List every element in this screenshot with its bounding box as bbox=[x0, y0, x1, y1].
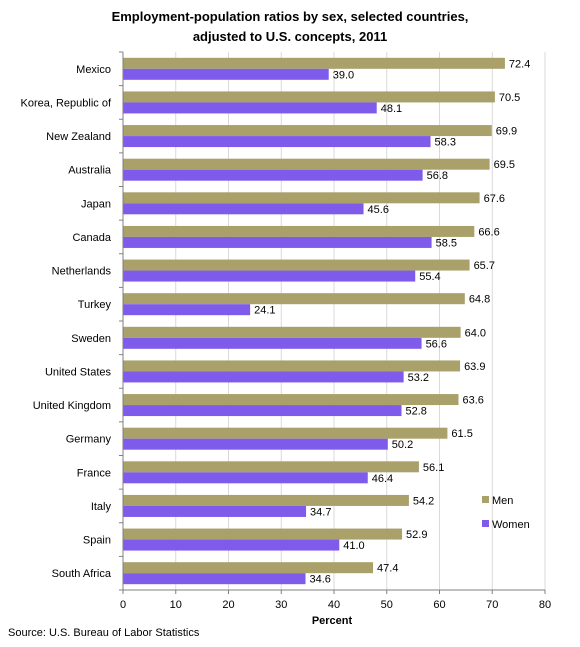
x-tick-label: 60 bbox=[433, 599, 445, 611]
bar-men bbox=[123, 326, 461, 338]
category-label: Italy bbox=[91, 501, 112, 513]
x-tick-label: 10 bbox=[170, 599, 182, 611]
bar-men bbox=[123, 192, 480, 204]
value-label: 58.3 bbox=[435, 137, 456, 149]
category-label: Australia bbox=[68, 165, 112, 177]
value-label: 63.9 bbox=[464, 361, 485, 373]
category-label: United States bbox=[45, 366, 112, 378]
bar-women bbox=[123, 236, 432, 248]
bar-women bbox=[123, 405, 402, 417]
chart-title-line2: adjusted to U.S. concepts, 2011 bbox=[192, 29, 388, 44]
value-label: 64.8 bbox=[469, 294, 490, 306]
bar-women bbox=[123, 371, 404, 383]
bar-women bbox=[123, 270, 416, 282]
bar-men bbox=[123, 91, 495, 103]
value-label: 61.5 bbox=[451, 428, 472, 440]
value-label: 70.5 bbox=[499, 92, 520, 104]
bar-women bbox=[123, 203, 364, 215]
bar-women bbox=[123, 304, 251, 316]
bar-women bbox=[123, 539, 340, 551]
value-label: 69.9 bbox=[496, 126, 517, 138]
chart-title-line1: Employment-population ratios by sex, sel… bbox=[111, 9, 469, 24]
bar-men bbox=[123, 394, 459, 406]
x-tick-label: 80 bbox=[539, 599, 551, 611]
x-tick-label: 40 bbox=[328, 599, 340, 611]
category-label: United Kingdom bbox=[33, 400, 111, 412]
bar-men bbox=[123, 125, 492, 137]
category-label: Mexico bbox=[76, 64, 111, 76]
bar-women bbox=[123, 169, 423, 181]
value-label: 58.5 bbox=[436, 237, 457, 249]
legend-swatch-women bbox=[482, 520, 489, 527]
category-label: Germany bbox=[66, 434, 112, 446]
value-label: 56.8 bbox=[427, 170, 448, 182]
value-label: 52.8 bbox=[406, 406, 427, 418]
value-label: 45.6 bbox=[368, 204, 389, 216]
value-label: 56.6 bbox=[426, 338, 447, 350]
value-label: 34.6 bbox=[310, 574, 331, 586]
value-label: 47.4 bbox=[377, 563, 398, 575]
bar-women bbox=[123, 136, 431, 148]
bar-men bbox=[123, 225, 475, 237]
value-label: 50.2 bbox=[392, 439, 413, 451]
value-label: 34.7 bbox=[310, 506, 331, 518]
x-tick-label: 0 bbox=[120, 599, 126, 611]
bar-men bbox=[123, 360, 461, 372]
value-label: 64.0 bbox=[465, 327, 486, 339]
x-tick-label: 30 bbox=[275, 599, 287, 611]
value-label: 67.6 bbox=[484, 193, 505, 205]
category-label: Sweden bbox=[71, 333, 111, 345]
legend-swatch-men bbox=[482, 496, 489, 503]
category-label: Netherlands bbox=[52, 266, 112, 278]
category-label: Japan bbox=[81, 198, 111, 210]
value-label: 46.4 bbox=[372, 473, 393, 485]
category-label: Spain bbox=[83, 535, 111, 547]
bar-women bbox=[123, 472, 368, 484]
bar-women bbox=[123, 68, 329, 80]
value-label: 24.1 bbox=[254, 305, 275, 317]
legend-label-men: Men bbox=[492, 495, 513, 507]
value-label: 55.4 bbox=[419, 271, 440, 283]
category-label: South Africa bbox=[52, 568, 112, 580]
value-label: 63.6 bbox=[462, 395, 483, 407]
value-label: 66.6 bbox=[478, 226, 499, 238]
x-tick-label: 20 bbox=[222, 599, 234, 611]
x-tick-label: 50 bbox=[381, 599, 393, 611]
x-tick-label: 70 bbox=[486, 599, 498, 611]
category-label: Korea, Republic of bbox=[21, 97, 112, 109]
bar-women bbox=[123, 438, 388, 450]
bar-men bbox=[123, 494, 409, 506]
bar-men bbox=[123, 528, 403, 540]
category-label: France bbox=[77, 467, 111, 479]
value-label: 72.4 bbox=[509, 58, 530, 70]
value-label: 48.1 bbox=[381, 103, 402, 115]
bar-men bbox=[123, 57, 505, 69]
bar-women bbox=[123, 573, 306, 585]
bar-women bbox=[123, 337, 422, 349]
bar-men bbox=[123, 562, 374, 574]
bar-men bbox=[123, 461, 419, 473]
legend-label-women: Women bbox=[492, 519, 530, 531]
value-label: 41.0 bbox=[343, 540, 364, 552]
value-label: 53.2 bbox=[408, 372, 429, 384]
value-label: 65.7 bbox=[474, 260, 495, 272]
value-label: 52.9 bbox=[406, 529, 427, 541]
source-note: Source: U.S. Bureau of Labor Statistics bbox=[8, 627, 200, 639]
bar-men bbox=[123, 259, 470, 271]
category-label: Canada bbox=[72, 232, 111, 244]
bar-women bbox=[123, 505, 307, 517]
value-label: 69.5 bbox=[494, 159, 515, 171]
category-label: New Zealand bbox=[46, 131, 111, 143]
x-axis-title: Percent bbox=[312, 615, 353, 627]
value-label: 39.0 bbox=[333, 69, 354, 81]
category-label: Turkey bbox=[78, 299, 112, 311]
bar-men bbox=[123, 158, 490, 170]
value-label: 56.1 bbox=[423, 462, 444, 474]
bar-women bbox=[123, 102, 377, 114]
bar-men bbox=[123, 293, 465, 305]
bar-men bbox=[123, 427, 448, 439]
value-label: 54.2 bbox=[413, 495, 434, 507]
